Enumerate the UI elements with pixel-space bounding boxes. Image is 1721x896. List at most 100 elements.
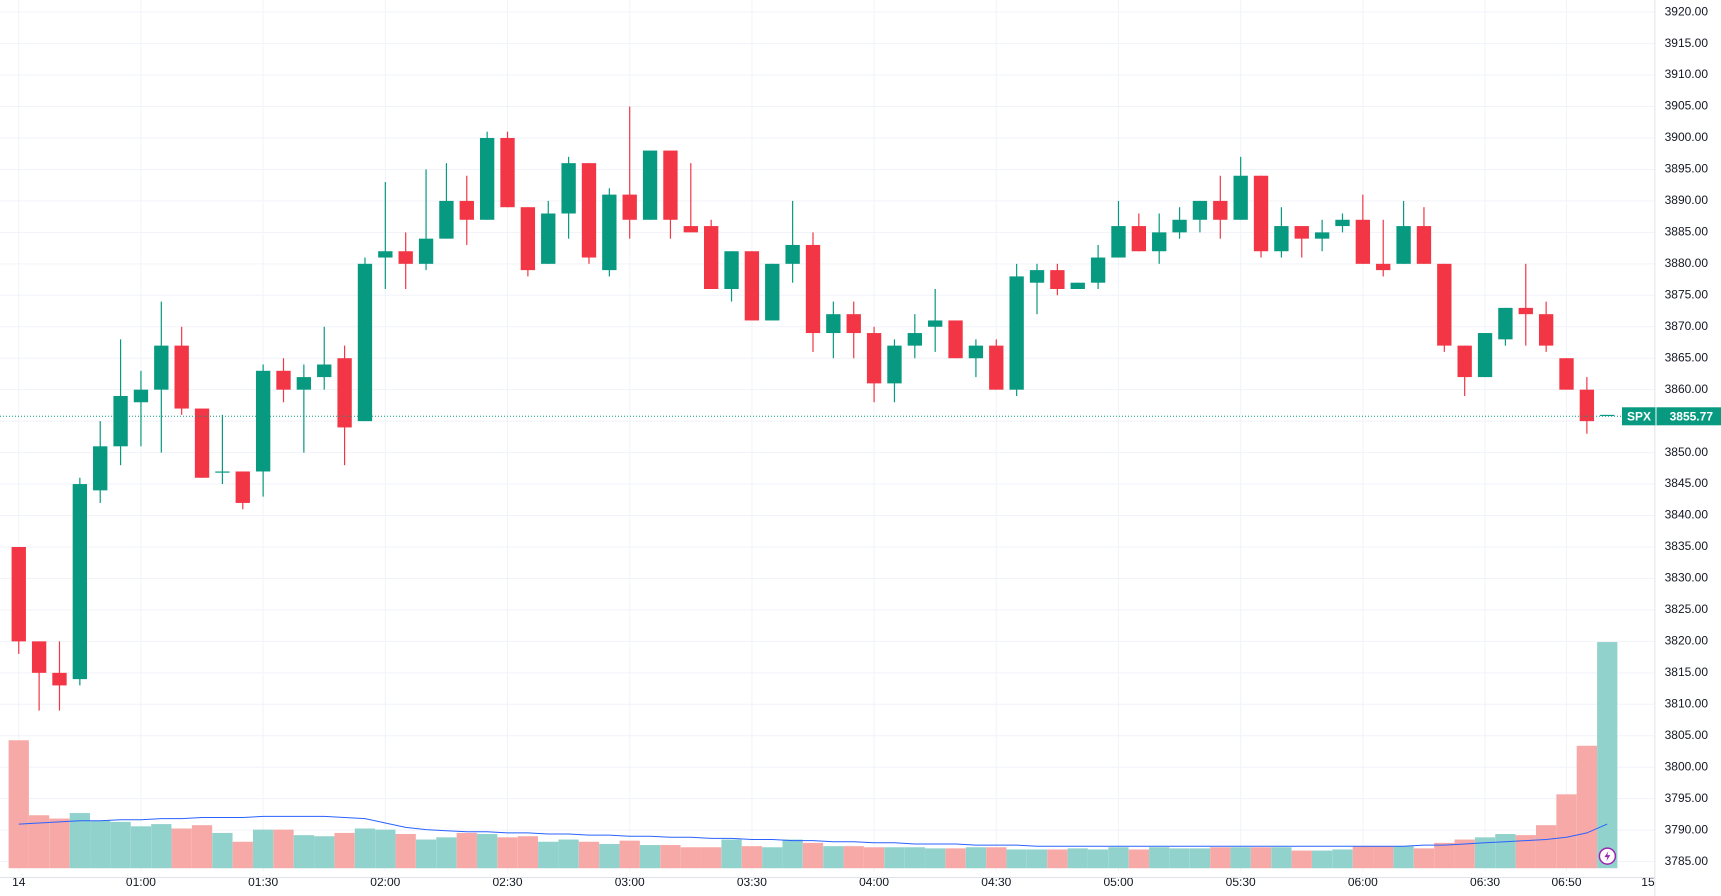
- candle-body: [194, 408, 210, 478]
- candle-body: [520, 207, 536, 271]
- candle-body: [1090, 257, 1106, 283]
- x-tick-label: 04:30: [981, 875, 1011, 889]
- y-tick-label: 3915.00: [1665, 36, 1709, 50]
- candle-body: [1294, 226, 1309, 239]
- candle-body: [1498, 307, 1513, 340]
- candle-body: [113, 395, 128, 447]
- candle-body: [1029, 270, 1045, 283]
- candle-body: [357, 263, 373, 422]
- candle-body: [439, 200, 454, 239]
- volume-bar: [782, 839, 803, 869]
- volume-bar: [1189, 848, 1211, 869]
- volume-bar: [28, 815, 50, 869]
- volume-ma-line: [18, 815, 1608, 847]
- volume-bar: [639, 845, 661, 869]
- candle-body: [1192, 200, 1208, 220]
- volume-bar: [1434, 842, 1455, 869]
- candle-body: [337, 358, 352, 428]
- icon: [1604, 851, 1611, 862]
- x-tick-label: 04:00: [859, 875, 889, 889]
- x-tick-label: 14: [12, 875, 26, 889]
- volume-bar: [904, 847, 925, 869]
- volume-bar: [1393, 846, 1414, 869]
- y-tick-label: 3815.00: [1665, 665, 1709, 679]
- candle-body: [541, 213, 556, 264]
- volume-bar: [1454, 839, 1475, 869]
- candle-body: [1396, 226, 1411, 264]
- volume-bar: [354, 828, 376, 869]
- volume-bar: [741, 846, 763, 869]
- candle-body: [989, 345, 1004, 390]
- candle-body: [215, 471, 230, 473]
- candle-body: [1355, 219, 1371, 264]
- volume-bar: [721, 839, 742, 869]
- candle-body: [1477, 333, 1493, 378]
- volume-bar: [130, 826, 152, 869]
- candle-body: [561, 163, 576, 214]
- candle-body: [1416, 226, 1432, 264]
- y-tick-label: 3820.00: [1665, 634, 1709, 648]
- candle-body: [744, 251, 760, 321]
- x-tick-label: 03:00: [615, 875, 645, 889]
- volume-bar: [1169, 848, 1190, 869]
- candle-body: [1009, 276, 1024, 390]
- candle-body: [1070, 282, 1085, 289]
- volume-bar: [843, 846, 864, 869]
- volume-bar: [1087, 849, 1109, 869]
- y-tick-label: 3805.00: [1665, 728, 1709, 742]
- volume-bar: [273, 829, 294, 869]
- volume-bar: [1413, 848, 1435, 869]
- x-tick-label: 03:30: [737, 875, 767, 889]
- candle-body: [1559, 358, 1574, 390]
- candle-body: [72, 484, 88, 680]
- candle-body: [1579, 389, 1595, 422]
- candle-body: [765, 263, 780, 321]
- candle-body: [154, 345, 169, 390]
- y-tick-label: 3835.00: [1665, 539, 1709, 553]
- y-tick-label: 3790.00: [1665, 822, 1709, 836]
- volume-bar: [1067, 848, 1088, 869]
- volume-bar: [1047, 849, 1068, 869]
- volume-bar: [8, 740, 29, 869]
- candle-body: [1274, 226, 1289, 252]
- candle-body: [703, 226, 719, 289]
- x-tick-label: 02:30: [493, 875, 523, 889]
- y-tick-label: 3850.00: [1665, 445, 1709, 459]
- candle-body: [459, 200, 474, 220]
- volume-bar: [1149, 847, 1170, 869]
- volume-bar: [1576, 745, 1598, 869]
- volume-bar: [90, 820, 111, 869]
- candle-body: [52, 672, 67, 686]
- volume-bar: [1291, 850, 1312, 869]
- volume-bar: [69, 813, 90, 869]
- last-price-symbol: SPX: [1627, 409, 1651, 423]
- volume-bar: [110, 821, 131, 869]
- volume-bar: [1515, 835, 1536, 869]
- y-tick-label: 3865.00: [1665, 350, 1709, 364]
- candle-body: [826, 314, 841, 334]
- volume-bar: [1108, 847, 1129, 869]
- volume-bar: [1597, 642, 1618, 869]
- candle-body: [805, 244, 821, 334]
- y-tick-label: 3890.00: [1665, 193, 1709, 207]
- candle-body: [174, 345, 189, 409]
- volume-bar: [232, 841, 253, 869]
- y-tick-label: 3885.00: [1665, 225, 1709, 239]
- candle-body: [479, 137, 495, 220]
- volume-bar: [1128, 849, 1149, 869]
- volume-bar: [1230, 847, 1251, 869]
- candle-body: [663, 150, 678, 220]
- volume-bar: [802, 842, 824, 869]
- x-tick-label: 01:00: [126, 875, 156, 889]
- y-tick-label: 3810.00: [1665, 696, 1709, 710]
- y-tick-label: 3910.00: [1665, 67, 1709, 81]
- x-tick-label: 15: [1641, 875, 1655, 889]
- y-tick-label: 3860.00: [1665, 382, 1709, 396]
- volume-bar: [456, 832, 477, 869]
- y-tick-label: 3785.00: [1665, 854, 1709, 868]
- y-tick-label: 3825.00: [1665, 602, 1709, 616]
- x-tick-label: 05:30: [1226, 875, 1256, 889]
